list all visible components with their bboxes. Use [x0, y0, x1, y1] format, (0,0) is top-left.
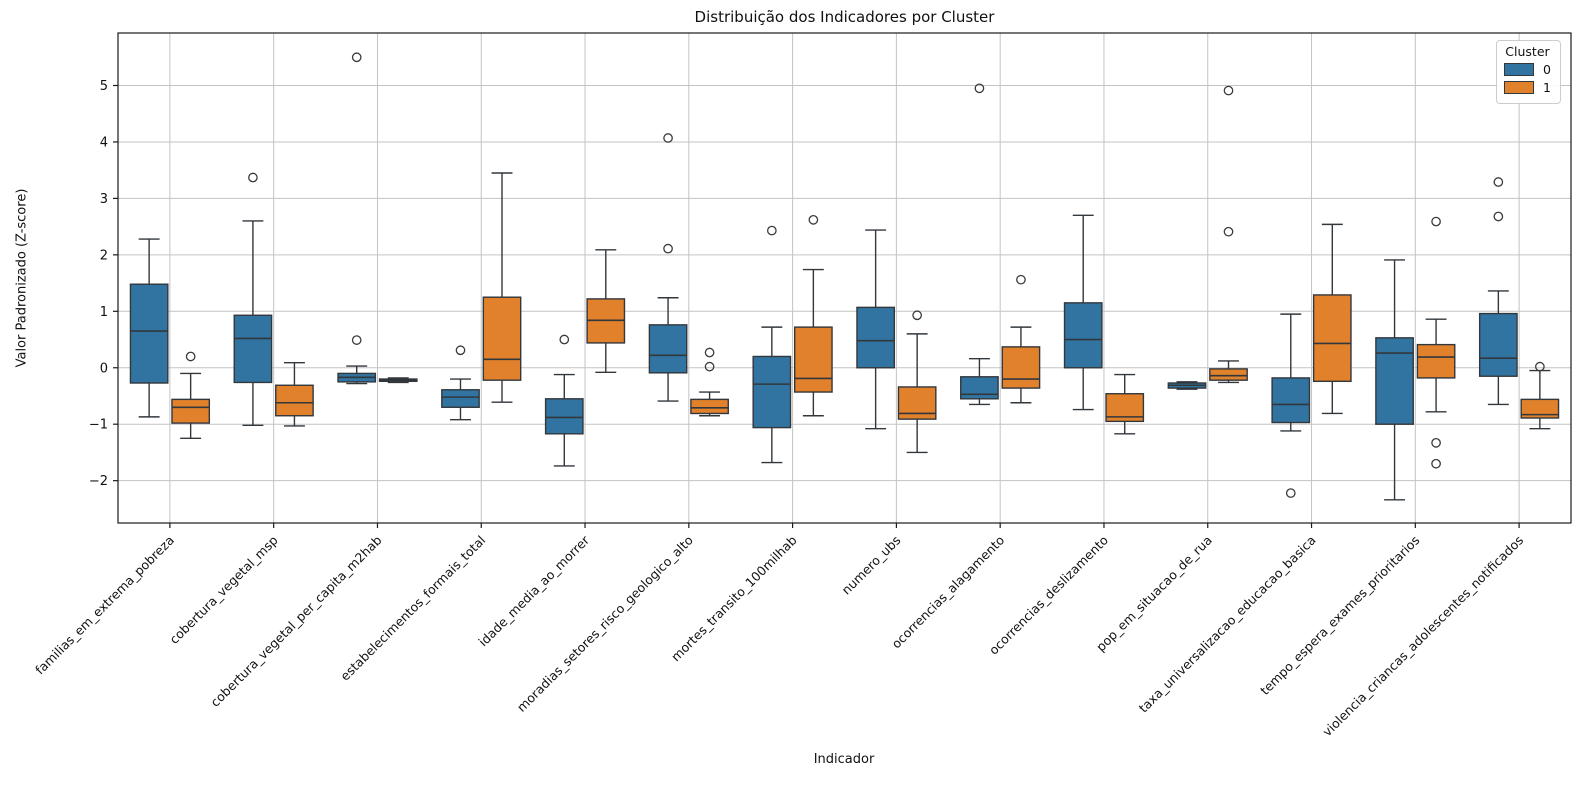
x-tick-label: ocorrencias_alagamento [888, 533, 1007, 652]
box-cluster-0-idade_media_ao_morrer [544, 398, 584, 435]
y-tick-label: 4 [100, 135, 108, 150]
outlier-marker [1431, 437, 1441, 448]
outlier-marker [351, 52, 362, 63]
x-tick-label: violencia_criancas_adolescentes_notifica… [1319, 533, 1526, 740]
box-cluster-0-taxa_universalizacao_educacao_basica [1271, 377, 1311, 424]
legend-label-cluster-1: 1 [1543, 80, 1551, 95]
outlier-marker [704, 361, 715, 372]
outlier-marker [351, 335, 362, 345]
box-cluster-1-numero_ubs [897, 386, 937, 420]
x-tick-label: cobertura_vegetal_msp [166, 532, 280, 646]
outlier-marker [663, 243, 673, 254]
outlier-marker [1431, 458, 1441, 469]
x-tick-label: taxa_universalizacao_educacao_basica [1136, 533, 1319, 716]
box-cluster-0-familias_em_extrema_pobreza [129, 283, 169, 384]
y-tick-label: 2 [100, 248, 108, 263]
outlier-marker [1223, 226, 1234, 237]
box-cluster-1-violencia_criancas_adolescentes_notificados [1520, 398, 1560, 419]
box-cluster-1-familias_em_extrema_pobreza [171, 398, 211, 424]
x-tick-label: cobertura_vegetal_per_capita_m2hab [207, 532, 384, 709]
legend: Cluster 0 1 [1496, 40, 1561, 104]
y-tick-label: 3 [100, 192, 108, 207]
box-cluster-0-moradias_setores_risco_geologico_alto [648, 324, 688, 374]
legend-title: Cluster [1505, 44, 1550, 59]
legend-label-cluster-0: 0 [1543, 62, 1551, 77]
box-cluster-0-numero_ubs [856, 306, 896, 369]
y-tick-label: 0 [100, 361, 108, 376]
legend-item-cluster-0: 0 [1504, 62, 1551, 77]
outlier-marker [1535, 361, 1545, 372]
plot-border [117, 32, 1572, 524]
outlier-marker [808, 215, 819, 225]
cluster-0-swatch [1504, 63, 1534, 76]
x-tick-label: mortes_transito_100milhab [668, 532, 800, 664]
outlier-marker [559, 334, 570, 345]
cluster-1-swatch [1504, 81, 1534, 94]
legend-item-cluster-1: 1 [1504, 80, 1551, 95]
x-tick-label: familias_em_extrema_pobreza [32, 533, 177, 678]
box-cluster-0-estabelecimentos_formais_total [441, 389, 480, 408]
x-tick-label: idade_media_ao_morrer [475, 532, 592, 649]
outlier-marker [248, 172, 258, 183]
chart-title: Distribuição dos Indicadores por Cluster [694, 8, 995, 26]
box-cluster-0-cobertura_vegetal_msp [233, 314, 273, 384]
outlier-marker [455, 345, 466, 356]
box-cluster-1-cobertura_vegetal_msp [275, 384, 314, 417]
x-tick-label: moradias_setores_risco_geologico_alto [514, 533, 696, 715]
box-cluster-1-mortes_transito_100milhab [793, 326, 833, 393]
y-tick-label: 5 [100, 79, 108, 94]
box-cluster-1-taxa_universalizacao_educacao_basica [1312, 294, 1352, 383]
box-cluster-1-moradias_setores_risco_geologico_alto [690, 398, 729, 415]
box-cluster-1-ocorrencias_alagamento [1001, 346, 1041, 389]
y-tick-label: −1 [89, 418, 108, 433]
box-cluster-1-estabelecimentos_formais_total [482, 296, 522, 381]
x-tick-label: pop_em_situacao_de_rua [1093, 533, 1215, 655]
box-cluster-1-pop_em_situacao_de_rua [1209, 368, 1248, 381]
box-cluster-0-mortes_transito_100milhab [752, 355, 792, 429]
box-cluster-1-tempo_espera_exames_prioritarios [1416, 343, 1456, 379]
outlier-marker [1431, 216, 1441, 227]
x-tick-label: ocorrencias_deslizamento [986, 533, 1111, 658]
outlier-marker [1285, 488, 1296, 498]
outlier-marker [1493, 211, 1504, 222]
outlier-marker [974, 83, 985, 94]
outlier-marker [1493, 177, 1504, 187]
outlier-marker [912, 310, 923, 321]
box-cluster-0-ocorrencias_alagamento [960, 376, 999, 400]
outlier-marker [766, 225, 777, 236]
y-tick-label: 1 [100, 305, 108, 320]
outlier-marker [663, 133, 673, 143]
x-axis-label: Indicador [813, 752, 875, 767]
box-cluster-0-violencia_criancas_adolescentes_notificados [1478, 312, 1518, 377]
box-cluster-0-tempo_espera_exames_prioritarios [1375, 337, 1414, 425]
box-cluster-0-ocorrencias_deslizamento [1063, 302, 1103, 369]
outlier-marker [1016, 274, 1026, 285]
y-tick-label: −2 [89, 474, 108, 489]
outlier-marker [1223, 85, 1234, 96]
x-tick-label: numero_ubs [839, 533, 904, 598]
outlier-marker [185, 351, 196, 362]
outlier-marker [704, 347, 715, 358]
